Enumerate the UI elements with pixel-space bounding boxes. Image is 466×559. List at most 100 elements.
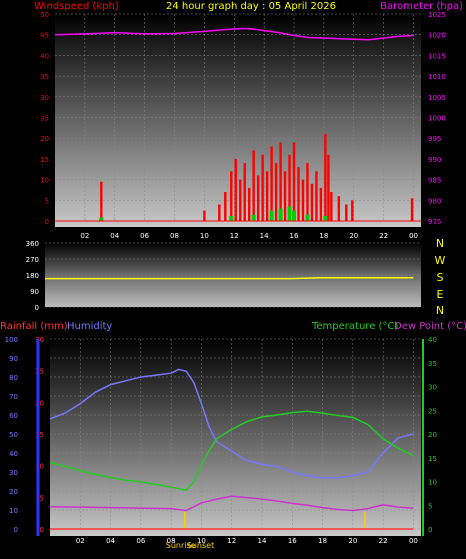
rainfall-tick-label: 15: [35, 431, 44, 439]
temperature-tick-label: 25: [428, 407, 437, 415]
wind-bar: [218, 204, 221, 221]
humidity-tick-label: 60: [9, 412, 18, 420]
windspeed-tick-label: 10: [40, 177, 49, 185]
windspeed-tick-label: 15: [40, 156, 49, 164]
wind-x-tick-label: 16: [290, 232, 299, 240]
wind-bar: [345, 204, 348, 221]
wind-bar: [327, 154, 330, 221]
humidity-tick-label: 100: [5, 336, 18, 344]
wind-bar: [256, 175, 260, 221]
compass-label: N: [436, 237, 444, 250]
temperature-x-tick-label: 00: [409, 537, 418, 545]
wind-bar: [330, 192, 333, 221]
wind-x-tick-label: 08: [170, 232, 179, 240]
wind-x-tick-label: 14: [260, 232, 269, 240]
humidity-line: [49, 368, 414, 479]
temperature-x-ticks: 02 04 06 08 10 12 14 16 18 20 22 00: [76, 537, 418, 545]
temperature-plot-area: [50, 339, 421, 536]
barometer-tick-label: 975: [428, 218, 441, 226]
temperature-x-tick-label: 10: [197, 537, 206, 545]
temperature-x-tick-label: 20: [348, 537, 357, 545]
wind-x-tick-label: 22: [379, 232, 388, 240]
wind-bar: [243, 163, 246, 221]
wind-bar: [230, 171, 233, 221]
barometer-tick-label: 1015: [428, 52, 446, 60]
wind-x-tick-label: 20: [349, 232, 358, 240]
windspeed-tick-label: 35: [40, 73, 49, 81]
barometer-tick-label: 990: [428, 156, 441, 164]
temperature-tick-label: 15: [428, 455, 437, 463]
gust-bar: [269, 210, 274, 221]
gust-bar: [292, 210, 297, 221]
wind-x-ticks: 02 04 06 08 10 12 14 16 18 20 22 00: [80, 232, 418, 240]
barometer-tick-label: 980: [428, 197, 441, 205]
rainfall-ticks: 0 5 10 15 20 25 30: [35, 336, 44, 534]
humidity-tick-label: 80: [9, 374, 18, 382]
temperature-tick-label: 30: [428, 384, 437, 392]
temperature-x-tick-label: 18: [318, 537, 327, 545]
dewpoint-axis-title: Dew Point (°C): [394, 321, 466, 332]
temperature-tick-label: 40: [428, 336, 437, 344]
wind-bar: [274, 163, 278, 221]
barometer-tick-label: 1005: [428, 94, 446, 102]
wind-bar: [283, 171, 287, 221]
barometer-tick-label: 995: [428, 135, 441, 143]
wind-bar: [288, 154, 291, 221]
direction-tick-label: 0: [35, 304, 39, 312]
humidity-tick-label: 10: [9, 507, 18, 515]
gust-bar: [251, 214, 256, 221]
gust-bar: [99, 217, 104, 221]
humidity-tick-label: 90: [9, 355, 18, 363]
temperature-tick-label: 5: [428, 502, 432, 510]
rainfall-tick-label: 5: [40, 494, 44, 502]
humidity-tick-label: 0: [14, 526, 18, 534]
temperature-tick-label: 0: [428, 526, 432, 534]
barometer-tick-label: 1000: [428, 115, 446, 123]
wind-bar: [351, 200, 354, 221]
windspeed-tick-label: 30: [40, 94, 49, 102]
wind-x-tick-label: 10: [200, 232, 209, 240]
windspeed-tick-label: 5: [45, 197, 49, 205]
direction-line: [45, 276, 414, 280]
barometer-line: [54, 27, 414, 41]
wind-bar: [203, 210, 206, 221]
windspeed-tick-label: 50: [40, 11, 49, 19]
rainfall-axis-title: Rainfall (mm): [0, 321, 68, 332]
barometer-tick-label: 985: [428, 177, 441, 185]
direction-tick-label: 90: [30, 288, 39, 296]
wind-bar: [301, 179, 305, 221]
barometer-axis-title: Barometer (hpa): [380, 1, 463, 12]
wind-bar: [315, 171, 318, 221]
gust-bar: [278, 208, 283, 221]
rainfall-tick-label: 20: [35, 399, 44, 407]
wind-x-tick-label: 04: [110, 232, 119, 240]
humidity-axis-title: Humidity: [67, 321, 112, 332]
windspeed-tick-label: 40: [40, 52, 49, 60]
humidity-tick-label: 20: [9, 488, 18, 496]
gust-bar: [323, 216, 328, 221]
wind-x-tick-label: 06: [140, 232, 149, 240]
barometer-tick-label: 1025: [428, 11, 446, 19]
gust-bar: [287, 206, 292, 221]
temperature-x-tick-label: 04: [106, 537, 115, 545]
gust-bar: [229, 216, 234, 221]
windspeed-tick-label: 20: [40, 135, 49, 143]
compass-label: S: [437, 271, 444, 284]
dewpoint-line: [49, 495, 414, 512]
direction-grid: [45, 242, 421, 308]
rainfall-tick-label: 0: [40, 526, 44, 534]
wind-bars: [100, 134, 414, 221]
temperature-line: [49, 410, 414, 491]
wind-bar: [292, 142, 296, 221]
temperature-tick-label: 20: [428, 431, 437, 439]
direction-tick-label: 180: [26, 272, 39, 280]
temperature-x-tick-label: 16: [288, 537, 297, 545]
wind-bar: [310, 183, 314, 221]
wind-bar: [100, 181, 103, 221]
wind-x-tick-label: 12: [230, 232, 239, 240]
wind-bar: [279, 142, 282, 221]
wind-bar: [410, 198, 414, 221]
